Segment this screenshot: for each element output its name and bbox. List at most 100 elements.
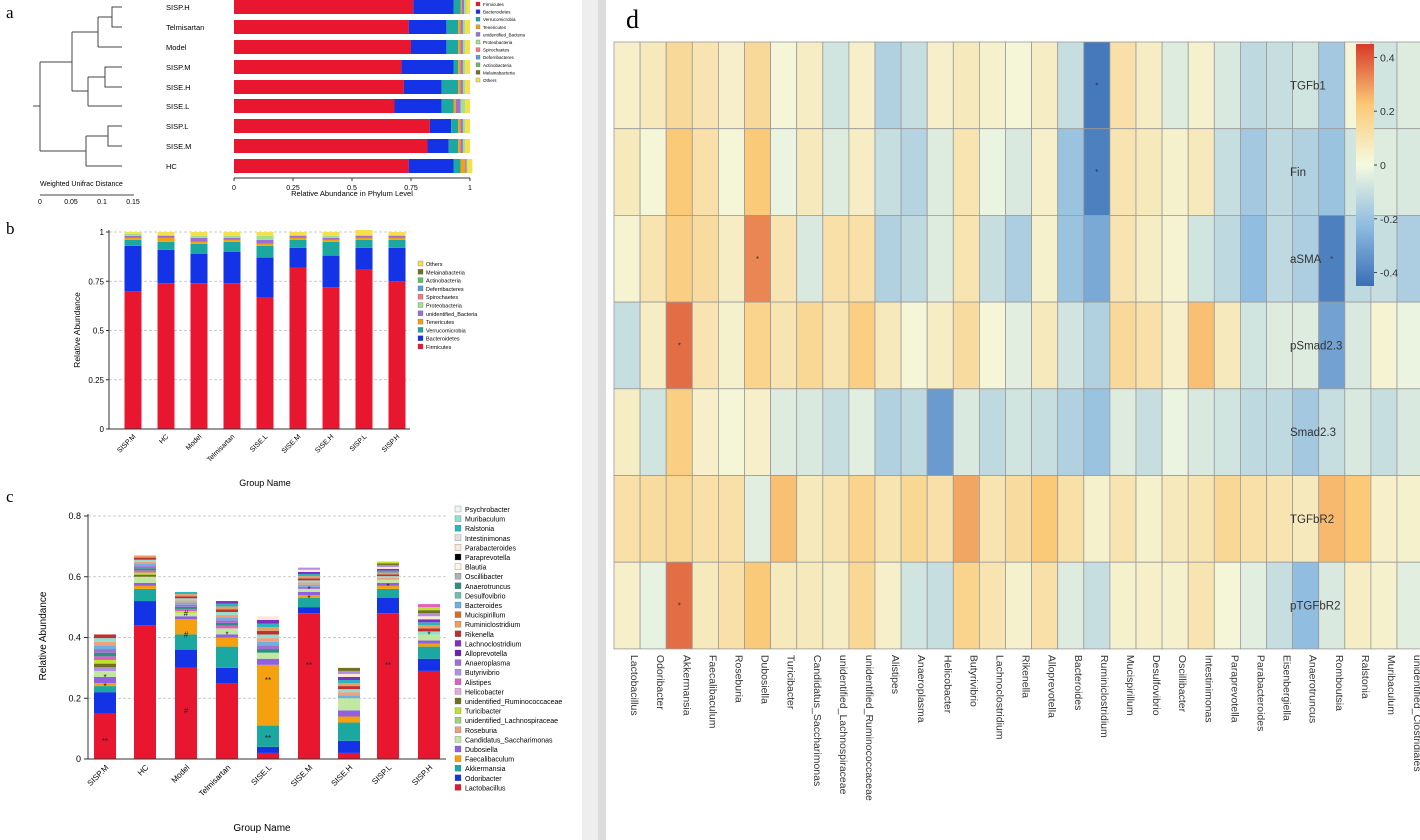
d-heatmap-cell: [1240, 301, 1267, 390]
c-bar-segment: [175, 604, 197, 607]
c-bar-segment: [377, 576, 399, 578]
a-bar-segment: [460, 99, 466, 113]
d-heatmap-cell: [822, 561, 850, 650]
d-heatmap-cell: [848, 561, 876, 650]
b-bar-segment: [190, 235, 208, 238]
c-legend-swatch: [454, 601, 462, 609]
d-heatmap-cell: [822, 475, 850, 563]
c-bar-segment: [418, 628, 440, 632]
d-heatmap-cell: [822, 41, 850, 130]
b-bar-segment: [355, 237, 373, 240]
d-heatmap-cell: [979, 301, 1006, 390]
a-legend-swatch: [475, 17, 481, 22]
d-heatmap-cell: [1344, 301, 1372, 390]
d-heatmap-cell: [1370, 128, 1398, 216]
d-row-label: Fin: [1290, 167, 1306, 179]
d-significance-mark: *: [1330, 255, 1333, 264]
a-legend-swatch: [475, 9, 481, 14]
d-heatmap-cell: [613, 561, 641, 650]
b-bar-segment: [190, 243, 208, 254]
c-bar-segment: [134, 561, 156, 564]
d-heatmap-cell: [1135, 128, 1163, 216]
b-legend-swatch: [417, 294, 424, 300]
b-bar-segment: [124, 239, 142, 246]
b-y-tick-label: 0.75: [88, 277, 104, 286]
c-bar-segment: [418, 616, 440, 620]
c-legend-label: Desulfovibrio: [465, 593, 506, 600]
c-significance-mark: **: [306, 661, 312, 670]
d-column-label: Ruminiclostridium: [1098, 655, 1110, 738]
c-legend-swatch: [454, 707, 462, 714]
d-heatmap-cell: [691, 128, 719, 216]
a-bar-segment: [234, 139, 428, 153]
d-heatmap-cell: [900, 214, 928, 303]
d-heatmap-cell: [874, 128, 902, 216]
c-bar-segment: [216, 609, 238, 612]
d-row-label: TGFbR2: [1290, 514, 1334, 526]
c-bar-segment: [377, 613, 399, 759]
d-colorbar-label: -0.2: [1380, 214, 1398, 226]
d-heatmap-cell: [1161, 214, 1189, 303]
b-legend-swatch: [417, 335, 424, 341]
a-bar-segment: [408, 159, 454, 173]
c-bar-segment: [175, 611, 197, 614]
b-bar-segment: [388, 281, 406, 429]
b-bar-segment: [355, 230, 373, 235]
d-heatmap-cell: [1083, 475, 1111, 563]
d-heatmap-cell: [665, 128, 693, 216]
d-heatmap-cell: [796, 561, 824, 650]
a-bar-segment: [429, 119, 452, 133]
c-significance-mark: *: [307, 594, 310, 603]
c-bar-segment: [377, 561, 399, 564]
panel-c-chart: ****###************* 00.20.40.60.8SISP.M…: [38, 505, 562, 834]
d-heatmap-cell: [744, 388, 772, 476]
c-bar-segment: [94, 686, 116, 693]
a-bar-segment: [458, 119, 461, 133]
c-bar-segment: [175, 606, 197, 609]
a-bar-segment: [446, 20, 459, 34]
c-legend-swatch: [454, 784, 462, 791]
c-bar-segment: [418, 610, 440, 614]
a-bar-segment: [453, 0, 461, 14]
d-heatmap-cell: [1396, 301, 1420, 390]
c-legend-label: Muribaculum: [465, 517, 505, 524]
d-column-label: Mucispirillum: [1124, 655, 1136, 716]
d-row-label: pSmad2.3: [1290, 340, 1342, 352]
d-heatmap-cell: [926, 475, 954, 563]
d-heatmap-cell: [1396, 475, 1420, 563]
b-bar-segment: [256, 239, 274, 244]
b-legend-label: Tenericutes: [426, 320, 454, 326]
b-bar-segment: [124, 237, 142, 240]
d-column-label: Alloprevotella: [1046, 655, 1058, 718]
d-heatmap-cell: [1370, 561, 1398, 650]
c-bar-segment: [134, 563, 156, 567]
d-heatmap-cell: [744, 214, 772, 303]
d-heatmap-cell: [1213, 301, 1241, 390]
a-category-label: SISE.H: [166, 83, 191, 92]
d-heatmap-cell: [1161, 41, 1189, 130]
a-legend-swatch: [475, 1, 481, 7]
d-heatmap-cell: [1135, 214, 1163, 303]
c-bar-segment: [175, 596, 197, 599]
d-heatmap-cell: [1135, 388, 1163, 476]
d-heatmap-cell: [665, 475, 693, 563]
b-legend-label: Others: [426, 262, 443, 268]
a-bar-segment: [458, 60, 461, 74]
b-y-tick-label: 1: [100, 228, 105, 237]
d-column-label: Butyrivibrio: [967, 655, 979, 707]
d-heatmap-cell: [952, 128, 980, 216]
a-bar-segment: [466, 0, 470, 14]
c-bar-segment: [377, 598, 399, 614]
d-column-label: Ralstonia: [1359, 655, 1371, 699]
d-heatmap-cell: [1005, 128, 1033, 216]
a-bar-segment: [462, 80, 466, 94]
d-heatmap-cell: [1005, 475, 1033, 563]
c-bar-segment: [216, 637, 238, 647]
d-column-label: Muribaculum: [1385, 655, 1397, 715]
c-y-tick-label: 0: [76, 754, 81, 764]
b-bar-segment: [355, 235, 373, 238]
d-heatmap-cell: [1135, 561, 1163, 650]
d-heatmap-cell: [1031, 128, 1059, 216]
c-bar-segment: [216, 628, 238, 635]
d-heatmap-cell: [1240, 214, 1267, 303]
